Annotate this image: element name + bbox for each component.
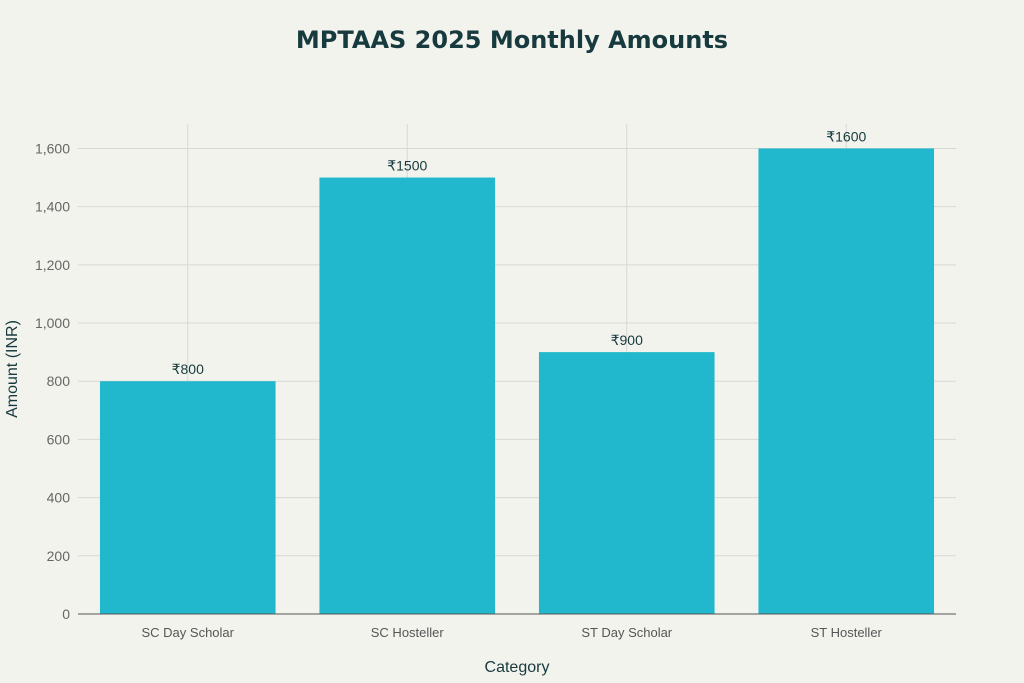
bar [758, 148, 935, 614]
y-tick-label: 1,200 [35, 257, 70, 273]
x-tick-label: ST Hosteller [811, 625, 883, 640]
data-label: ₹900 [611, 332, 643, 348]
x-tick-label: SC Day Scholar [142, 625, 235, 640]
y-tick-label: 200 [47, 548, 71, 564]
x-tick-label: ST Day Scholar [581, 625, 672, 640]
data-labels: ₹800 ₹1500 ₹900 ₹1600 [172, 128, 867, 377]
y-tick-label: 400 [47, 490, 71, 506]
x-tick-label: SC Hosteller [371, 625, 445, 640]
chart-title: MPTAAS 2025 Monthly Amounts [296, 26, 728, 54]
x-axis-ticks: SC Day Scholar SC Hosteller ST Day Scholar… [142, 625, 883, 640]
y-axis-ticks: 0 200 400 600 800 1,000 1,200 1,400 1,600 [35, 140, 70, 622]
y-tick-label: 1,000 [35, 315, 70, 331]
y-tick-label: 800 [47, 373, 71, 389]
x-axis-title: Category [485, 659, 550, 676]
bar [319, 177, 496, 615]
y-tick-label: 1,400 [35, 199, 70, 215]
bar [99, 381, 276, 614]
data-label: ₹800 [172, 361, 204, 377]
data-label: ₹1500 [387, 158, 427, 174]
bars [99, 148, 935, 615]
bar [538, 352, 715, 614]
y-tick-label: 600 [47, 431, 71, 447]
data-label: ₹1600 [826, 128, 866, 144]
y-tick-label: 0 [62, 606, 70, 622]
y-tick-label: 1,600 [35, 140, 70, 156]
y-axis-title: Amount (INR) [4, 320, 21, 418]
